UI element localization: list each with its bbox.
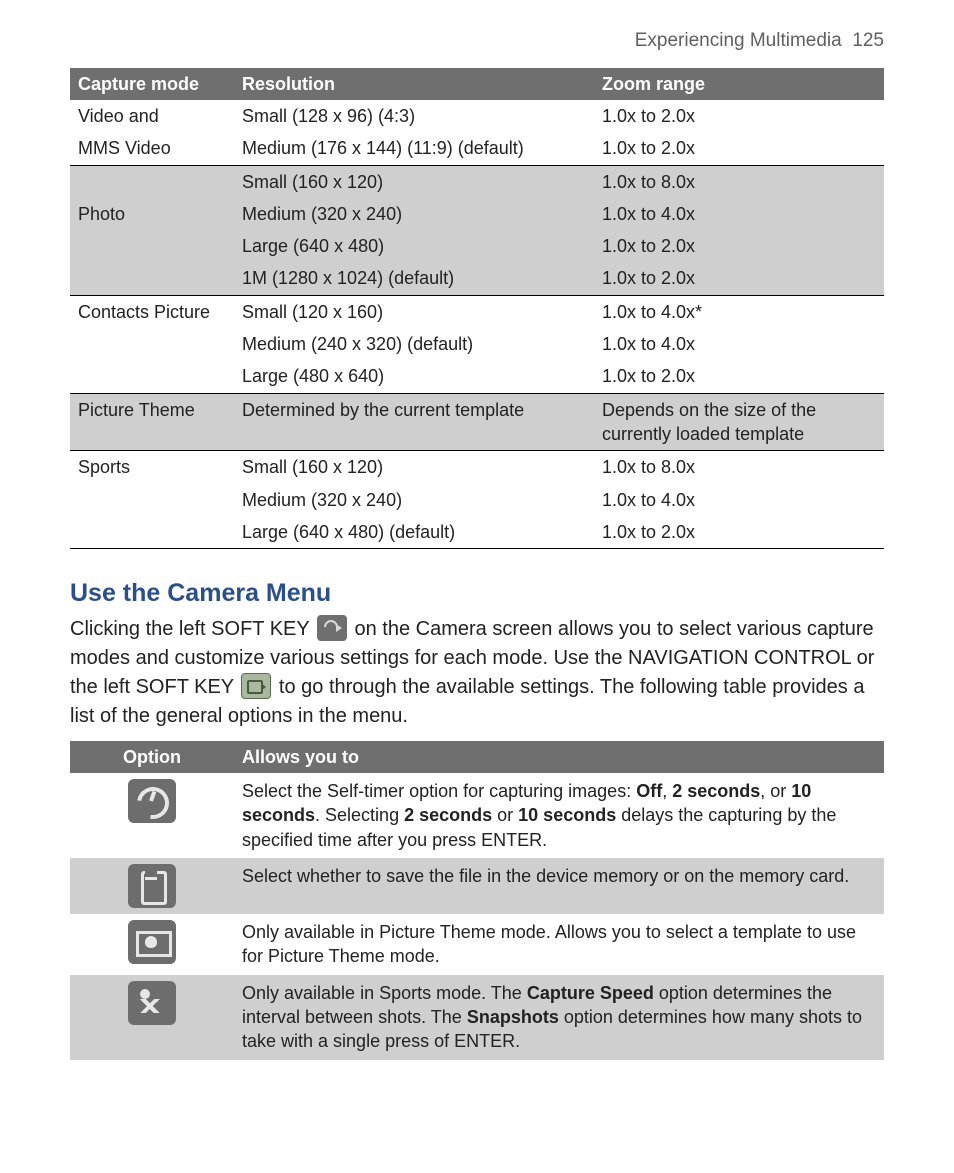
table-cell: Contacts Picture [70, 295, 234, 328]
table-cell: Sports [70, 451, 234, 484]
table-cell [70, 262, 234, 295]
table-cell: Small (160 x 120) [234, 451, 594, 484]
option-icon-cell [70, 914, 234, 975]
table-cell: Photo [70, 198, 234, 230]
section-title: Use the Camera Menu [70, 577, 884, 611]
table-cell [70, 484, 234, 516]
table-row: Picture ThemeDetermined by the current t… [70, 393, 884, 451]
table-cell: 1.0x to 2.0x [594, 262, 884, 295]
option-description: Only available in Picture Theme mode. Al… [234, 914, 884, 975]
table-cell: Medium (240 x 320) (default) [234, 328, 594, 360]
table-cell: 1.0x to 2.0x [594, 360, 884, 393]
table-row: Large (480 x 640)1.0x to 2.0x [70, 360, 884, 393]
table-cell [70, 165, 234, 198]
option-icon-cell [70, 975, 234, 1060]
table-cell: Large (480 x 640) [234, 360, 594, 393]
table-cell: Large (640 x 480) (default) [234, 516, 594, 549]
res-th-capture: Capture mode [70, 68, 234, 100]
para-t1: Clicking the left SOFT KEY [70, 618, 315, 640]
navigation-icon [241, 673, 271, 699]
table-cell [70, 230, 234, 262]
table-cell: Depends on the size of the currently loa… [594, 393, 884, 451]
res-th-zoom: Zoom range [594, 68, 884, 100]
table-row: Select the Self-timer option for capturi… [70, 773, 884, 858]
table-cell: Medium (320 x 240) [234, 484, 594, 516]
table-cell: 1.0x to 4.0x [594, 484, 884, 516]
table-cell: 1.0x to 2.0x [594, 132, 884, 165]
resolution-table: Capture mode Resolution Zoom range Video… [70, 68, 884, 549]
table-cell: Video and [70, 100, 234, 132]
table-cell: Small (120 x 160) [234, 295, 594, 328]
table-row: Only available in Picture Theme mode. Al… [70, 914, 884, 975]
option-icon-cell [70, 773, 234, 858]
table-cell [70, 516, 234, 549]
opt-th-allows: Allows you to [234, 741, 884, 773]
table-cell [70, 360, 234, 393]
table-row: Contacts PictureSmall (120 x 160)1.0x to… [70, 295, 884, 328]
table-cell [70, 328, 234, 360]
table-cell: Medium (320 x 240) [234, 198, 594, 230]
camera-menu-paragraph: Clicking the left SOFT KEY on the Camera… [70, 615, 884, 731]
table-cell: 1.0x to 2.0x [594, 100, 884, 132]
page-header-section: Experiencing Multimedia [635, 30, 842, 51]
table-cell: 1.0x to 8.0x [594, 451, 884, 484]
softkey-icon [317, 615, 347, 641]
options-table: Option Allows you to Select the Self-tim… [70, 741, 884, 1060]
table-cell: 1.0x to 2.0x [594, 516, 884, 549]
opt-th-option: Option [70, 741, 234, 773]
table-cell: 1.0x to 8.0x [594, 165, 884, 198]
table-row: Video andSmall (128 x 96) (4:3)1.0x to 2… [70, 100, 884, 132]
table-row: Only available in Sports mode. The Captu… [70, 975, 884, 1060]
table-row: Medium (240 x 320) (default)1.0x to 4.0x [70, 328, 884, 360]
table-row: Small (160 x 120)1.0x to 8.0x [70, 165, 884, 198]
option-icon-cell [70, 858, 234, 914]
table-cell: 1.0x to 4.0x [594, 328, 884, 360]
timer-icon [128, 779, 176, 823]
table-cell: MMS Video [70, 132, 234, 165]
table-row: Medium (320 x 240)1.0x to 4.0x [70, 484, 884, 516]
page-header-number: 125 [852, 30, 884, 51]
template-icon [128, 920, 176, 964]
page-header: Experiencing Multimedia 125 [70, 28, 884, 54]
option-description: Only available in Sports mode. The Captu… [234, 975, 884, 1060]
table-cell: 1.0x to 4.0x* [594, 295, 884, 328]
table-row: Select whether to save the file in the d… [70, 858, 884, 914]
sports-icon [128, 981, 176, 1025]
table-cell: Small (128 x 96) (4:3) [234, 100, 594, 132]
table-row: MMS VideoMedium (176 x 144) (11:9) (defa… [70, 132, 884, 165]
table-cell: Small (160 x 120) [234, 165, 594, 198]
res-th-resolution: Resolution [234, 68, 594, 100]
table-row: SportsSmall (160 x 120)1.0x to 8.0x [70, 451, 884, 484]
option-description: Select whether to save the file in the d… [234, 858, 884, 914]
table-row: PhotoMedium (320 x 240)1.0x to 4.0x [70, 198, 884, 230]
table-cell: Medium (176 x 144) (11:9) (default) [234, 132, 594, 165]
table-cell: Picture Theme [70, 393, 234, 451]
table-cell: 1.0x to 2.0x [594, 230, 884, 262]
table-row: Large (640 x 480) (default)1.0x to 2.0x [70, 516, 884, 549]
table-cell: 1.0x to 4.0x [594, 198, 884, 230]
table-cell: Determined by the current template [234, 393, 594, 451]
storage-icon [128, 864, 176, 908]
table-cell: 1M (1280 x 1024) (default) [234, 262, 594, 295]
table-row: Large (640 x 480)1.0x to 2.0x [70, 230, 884, 262]
table-cell: Large (640 x 480) [234, 230, 594, 262]
table-row: 1M (1280 x 1024) (default)1.0x to 2.0x [70, 262, 884, 295]
option-description: Select the Self-timer option for capturi… [234, 773, 884, 858]
